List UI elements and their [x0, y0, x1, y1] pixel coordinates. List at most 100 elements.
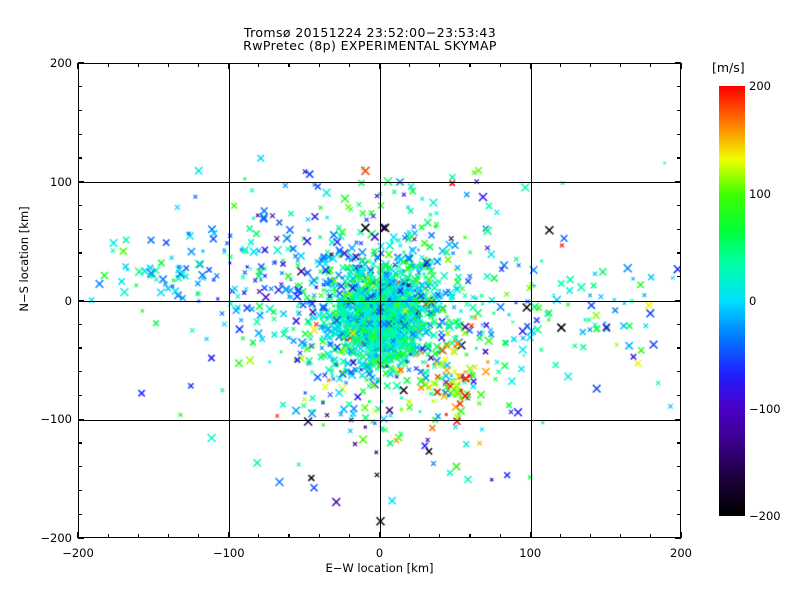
y-tick-label: −100	[40, 412, 72, 427]
colorbar-title: [m/s]	[712, 60, 745, 75]
x-tick-top	[258, 63, 260, 67]
x-tick-top	[589, 63, 592, 67]
figure-title: Tromsø 20151224 23:52:00−23:53:43 RwPret…	[0, 26, 740, 52]
x-tick-top	[107, 63, 109, 67]
x-tick	[589, 534, 592, 538]
gridline-vertical	[229, 64, 231, 537]
y-tick-right	[677, 204, 681, 207]
x-tick	[167, 534, 170, 538]
y-tick	[78, 276, 82, 278]
x-tick-top	[137, 63, 139, 67]
y-tick-right	[675, 418, 681, 420]
y-tick-right	[677, 157, 681, 159]
y-tick-right	[677, 252, 681, 254]
x-tick	[650, 534, 652, 538]
y-tick	[78, 513, 82, 515]
y-tick-label: 0	[64, 293, 72, 308]
scatter-plot-canvas	[79, 64, 680, 537]
x-tick-top	[559, 63, 561, 67]
gridline-horizontal	[79, 419, 680, 421]
y-tick-right	[677, 371, 681, 373]
y-tick	[78, 466, 82, 468]
x-tick-top	[378, 63, 381, 69]
y-tick-right	[677, 466, 681, 468]
y-tick-right	[677, 109, 681, 112]
plot-area	[78, 63, 681, 538]
x-tick	[77, 532, 79, 538]
x-tick-top	[620, 63, 622, 67]
x-tick	[439, 534, 441, 538]
title-line-2: RwPretec (8p) EXPERIMENTAL SKYMAP	[243, 38, 497, 53]
x-tick-top	[198, 63, 200, 67]
y-tick	[78, 109, 82, 112]
x-tick	[469, 534, 471, 538]
y-tick-right	[677, 276, 681, 278]
colorbar-tick-label: 200	[749, 79, 771, 93]
x-axis-label: E−W location [km]	[325, 561, 434, 575]
y-tick-label: 100	[50, 174, 72, 189]
x-tick	[499, 534, 501, 538]
y-tick	[78, 323, 82, 325]
colorbar-tick-label: 100	[749, 186, 771, 201]
y-tick	[78, 537, 84, 539]
y-tick-right	[675, 537, 681, 539]
y-tick-right	[677, 228, 681, 230]
y-tick-right	[677, 442, 681, 444]
x-tick-top	[499, 63, 501, 67]
x-tick	[228, 532, 230, 538]
gridline-horizontal	[79, 300, 680, 303]
x-tick-top	[469, 63, 471, 67]
y-tick	[78, 157, 82, 159]
y-tick	[78, 299, 84, 302]
x-tick-top	[288, 63, 290, 67]
x-tick-label: 0	[375, 546, 384, 560]
x-tick-top	[439, 63, 441, 67]
y-tick-right	[677, 489, 681, 492]
y-tick	[78, 252, 82, 254]
x-tick-top	[228, 63, 230, 69]
x-tick	[258, 534, 260, 538]
y-tick	[78, 394, 82, 397]
y-tick	[78, 62, 84, 64]
x-tick-top	[77, 63, 79, 69]
y-tick-right	[677, 323, 681, 325]
y-tick-right	[675, 62, 681, 64]
x-tick-label: 200	[670, 546, 692, 560]
x-tick-top	[318, 63, 320, 67]
x-tick	[137, 534, 139, 538]
colorbar	[719, 86, 745, 516]
y-tick	[78, 86, 82, 88]
y-tick-right	[675, 299, 681, 302]
x-tick	[348, 534, 350, 538]
x-tick-label: −100	[212, 546, 245, 560]
y-tick	[78, 371, 82, 373]
x-tick	[529, 532, 531, 538]
x-tick	[559, 534, 561, 538]
y-tick-right	[677, 394, 681, 397]
gridline-vertical	[530, 64, 532, 537]
y-tick	[78, 489, 82, 492]
x-tick-top	[167, 63, 170, 67]
x-tick	[620, 534, 622, 538]
x-tick-label: −200	[62, 546, 94, 560]
gridline-vertical	[379, 64, 382, 537]
x-tick-top	[529, 63, 531, 69]
x-tick	[288, 534, 290, 538]
colorbar-tick-label: 0	[749, 294, 757, 308]
gridline-horizontal	[79, 182, 680, 184]
colorbar-tick-label: −100	[749, 401, 781, 416]
x-tick-top	[348, 63, 350, 67]
y-tick-right	[677, 86, 681, 88]
colorbar-gradient	[719, 86, 745, 516]
x-tick-label: 100	[519, 546, 542, 560]
y-tick	[78, 204, 82, 207]
y-tick-label: −200	[40, 531, 72, 545]
y-tick-right	[677, 133, 681, 135]
y-tick-label: 200	[50, 56, 72, 70]
x-tick	[409, 534, 411, 538]
x-tick	[318, 534, 320, 538]
y-tick	[78, 442, 82, 444]
y-axis-label: N−S location [km]	[17, 206, 31, 312]
y-tick	[78, 181, 84, 183]
